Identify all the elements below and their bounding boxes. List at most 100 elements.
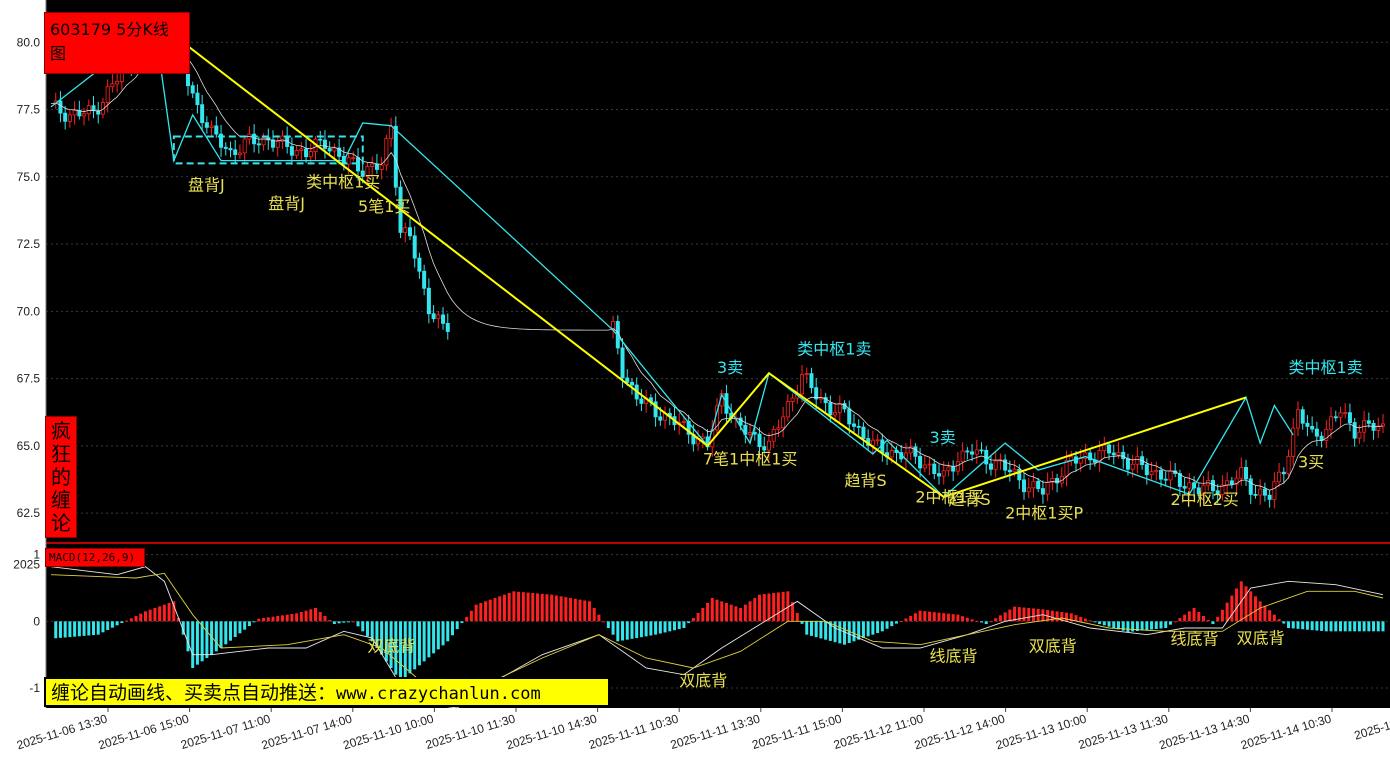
macd-bar bbox=[913, 613, 917, 622]
macd-bar bbox=[521, 592, 525, 622]
macd-bar bbox=[1376, 621, 1380, 632]
candle-body bbox=[1220, 484, 1225, 496]
candle-body bbox=[445, 323, 450, 332]
candle-body bbox=[1352, 422, 1357, 439]
macd-bar bbox=[120, 621, 124, 623]
x-tick-label: 2025-11-13 14:30 bbox=[1157, 711, 1251, 752]
macd-bar bbox=[493, 598, 497, 622]
macd-bar bbox=[465, 616, 469, 622]
macd-bar bbox=[1211, 621, 1215, 624]
candle-body bbox=[308, 151, 313, 158]
macd-bar bbox=[484, 601, 488, 622]
macd-bar bbox=[1277, 619, 1281, 622]
candle-body bbox=[1244, 466, 1249, 480]
macd-bar bbox=[871, 621, 875, 635]
macd-bar bbox=[214, 621, 218, 652]
macd-bar bbox=[422, 621, 426, 662]
macd-bar bbox=[1116, 621, 1120, 630]
signal-label: 趋背S bbox=[845, 471, 887, 490]
macd-bar bbox=[1343, 621, 1347, 632]
candle-body bbox=[629, 381, 634, 386]
macd-bar bbox=[1031, 608, 1035, 622]
macd-bar bbox=[252, 621, 256, 623]
macd-bar bbox=[356, 621, 360, 627]
macd-bar bbox=[1244, 586, 1248, 622]
macd-bar bbox=[417, 621, 421, 666]
candle-body bbox=[110, 83, 115, 88]
macd-bar bbox=[342, 621, 346, 623]
candle-body bbox=[1262, 488, 1267, 496]
candle-body bbox=[1083, 452, 1088, 459]
signal-label: 3买 bbox=[1298, 452, 1324, 471]
candle-body bbox=[228, 148, 233, 151]
macd-bar bbox=[1041, 609, 1045, 622]
candle-body bbox=[790, 397, 795, 402]
candle-body bbox=[365, 166, 370, 177]
macd-bar bbox=[290, 614, 294, 622]
candle-body bbox=[1102, 444, 1107, 451]
candle-body bbox=[1329, 416, 1334, 430]
candle-body bbox=[1310, 426, 1315, 430]
macd-bar bbox=[450, 621, 454, 636]
candle-body bbox=[299, 148, 304, 151]
candle-body bbox=[856, 425, 861, 428]
macd-bar bbox=[758, 594, 762, 622]
macd-bar bbox=[1079, 616, 1083, 622]
macd-bar bbox=[1065, 612, 1069, 622]
macd-bar bbox=[1202, 616, 1206, 622]
macd-bar bbox=[1268, 610, 1272, 622]
macd-bar bbox=[828, 621, 832, 641]
macd-histogram bbox=[54, 581, 1385, 682]
candle-body bbox=[771, 428, 776, 442]
macd-bar bbox=[606, 621, 610, 628]
macd-bar bbox=[1098, 621, 1102, 624]
candle-body bbox=[1286, 456, 1291, 475]
macd-bar bbox=[1102, 621, 1106, 626]
macd-bar bbox=[989, 621, 993, 623]
candle-body bbox=[1201, 484, 1206, 495]
macd-bar bbox=[384, 621, 388, 662]
candle-body bbox=[1295, 409, 1300, 429]
macd-bar bbox=[946, 613, 950, 622]
candle-body bbox=[1036, 480, 1041, 489]
macd-bar bbox=[1135, 621, 1139, 631]
candle-body bbox=[870, 439, 875, 446]
candle-body bbox=[209, 125, 214, 128]
macd-bar bbox=[92, 621, 96, 636]
macd-bar bbox=[474, 604, 478, 622]
candle-body bbox=[1045, 482, 1050, 495]
macd-bar bbox=[672, 621, 676, 631]
candle-body bbox=[766, 440, 771, 451]
candle-body bbox=[686, 420, 691, 435]
candle-body bbox=[1366, 420, 1371, 424]
macd-bar bbox=[1272, 614, 1276, 622]
macd-bar bbox=[1225, 602, 1229, 622]
macd-bar bbox=[687, 621, 691, 623]
candle-body bbox=[82, 113, 87, 117]
candle-body bbox=[639, 398, 644, 404]
macd-bar bbox=[753, 598, 757, 622]
candle-body bbox=[1031, 480, 1036, 489]
signal-label: 趋背S bbox=[948, 490, 990, 509]
candle-body bbox=[908, 446, 913, 454]
candle-body bbox=[918, 455, 923, 469]
macd-bar bbox=[1310, 621, 1314, 631]
macd-signal-label: 双底背 bbox=[1237, 628, 1285, 647]
macd-bar bbox=[554, 595, 558, 622]
signal-label: 类中枢1买 bbox=[306, 173, 380, 192]
macd-bar bbox=[370, 621, 374, 642]
banner-text: 缠论自动画线、买卖点自动推送： bbox=[51, 682, 337, 704]
banner-url[interactable]: www.crazychanlun.com bbox=[336, 684, 541, 704]
macd-bar bbox=[403, 621, 407, 678]
macd-bar bbox=[1192, 608, 1196, 622]
macd-bar bbox=[819, 621, 823, 639]
candle-body bbox=[1215, 490, 1220, 496]
macd-bar bbox=[805, 621, 809, 635]
candle-body bbox=[965, 450, 970, 453]
candle-body bbox=[1258, 488, 1263, 496]
signal-label: 5笔1买 bbox=[358, 197, 410, 216]
macd-bar bbox=[904, 618, 908, 622]
promo-banner: 缠论自动画线、买卖点自动推送：www.crazychanlun.com bbox=[44, 677, 610, 707]
macd-bar bbox=[82, 621, 86, 636]
